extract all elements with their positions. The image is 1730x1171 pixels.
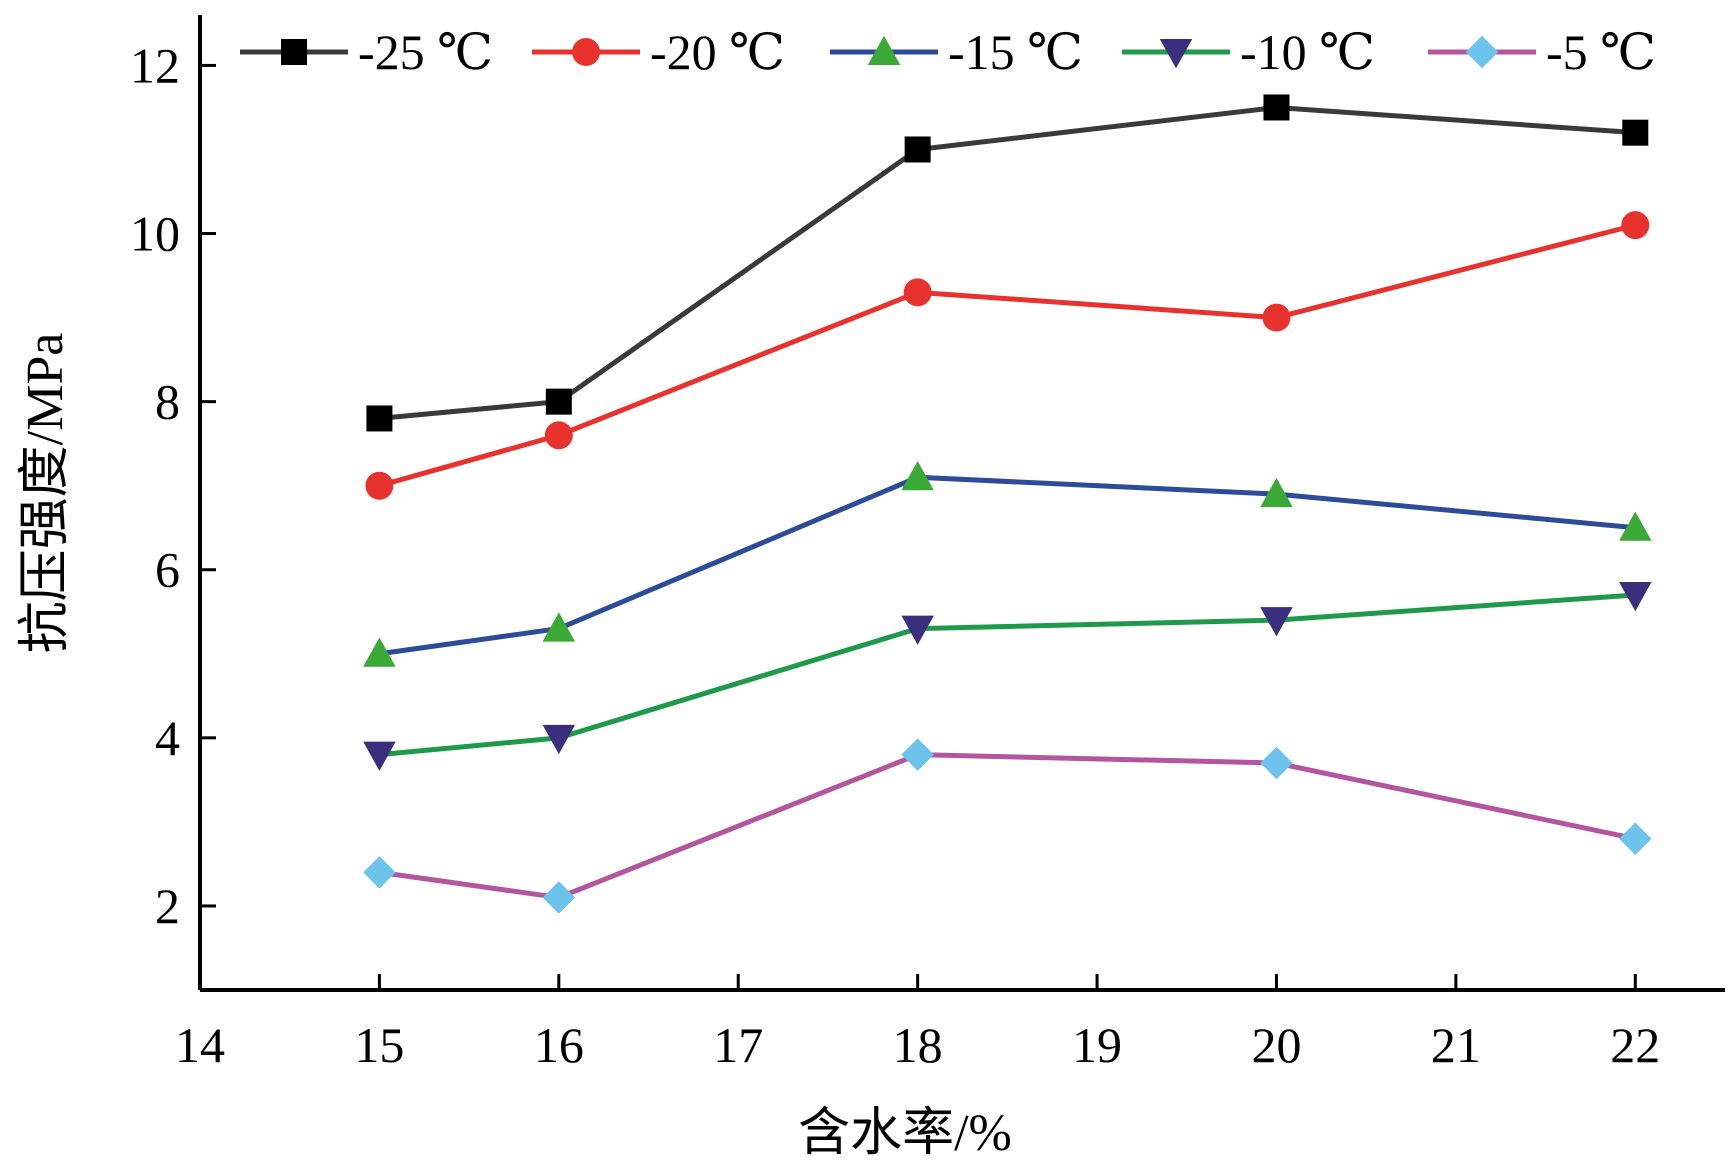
series-2 xyxy=(365,211,1650,500)
data-point xyxy=(544,421,573,450)
data-point xyxy=(901,615,934,645)
data-point xyxy=(363,856,396,889)
x-tick-label: 21 xyxy=(1431,1017,1481,1073)
data-point xyxy=(1262,303,1291,332)
legend-label: -5 ℃ xyxy=(1546,24,1656,80)
series-layer xyxy=(363,94,1652,914)
legend-label: -10 ℃ xyxy=(1240,24,1375,80)
series-1 xyxy=(366,94,1649,432)
series-line xyxy=(379,752,1636,901)
x-axis-label: 含水率/% xyxy=(798,1105,1012,1162)
data-point xyxy=(1260,477,1293,508)
x-tick-label: 15 xyxy=(354,1017,404,1073)
legend-item: -15 ℃ xyxy=(830,24,1083,80)
legend-label: -25 ℃ xyxy=(358,24,493,80)
series-line xyxy=(379,104,1636,421)
legend-marker xyxy=(572,38,600,66)
data-point xyxy=(363,741,396,771)
data-point xyxy=(903,278,932,307)
data-point xyxy=(1263,94,1290,121)
legend-item: -5 ℃ xyxy=(1428,24,1656,80)
data-point xyxy=(363,637,396,667)
x-tick-label: 17 xyxy=(713,1017,763,1073)
legend-marker xyxy=(1465,35,1499,69)
y-tick-label: 2 xyxy=(155,878,180,934)
legend-marker xyxy=(867,35,901,65)
x-tick-label: 16 xyxy=(534,1017,584,1073)
legend-label: -15 ℃ xyxy=(948,24,1083,80)
legend: -25 ℃ -20 ℃ -15 ℃ -10 ℃ -5 ℃ xyxy=(240,24,1656,80)
data-point xyxy=(542,612,576,642)
data-point xyxy=(365,471,394,500)
data-point xyxy=(1621,211,1650,240)
data-point xyxy=(1619,581,1652,612)
x-tick-label: 19 xyxy=(1072,1017,1122,1073)
x-tick-label: 14 xyxy=(175,1017,225,1073)
legend-item: -20 ℃ xyxy=(532,24,785,80)
legend-item: -10 ℃ xyxy=(1122,24,1375,80)
data-point xyxy=(901,461,934,491)
legend-marker xyxy=(281,39,307,65)
data-point xyxy=(1260,746,1293,780)
series-line xyxy=(378,222,1636,489)
data-point xyxy=(366,405,393,432)
series-5 xyxy=(363,738,1652,914)
data-point xyxy=(542,881,576,914)
data-point xyxy=(901,738,934,771)
data-point xyxy=(1260,607,1293,637)
data-point xyxy=(1622,119,1649,146)
legend-label: -20 ℃ xyxy=(650,24,785,80)
data-point xyxy=(1619,511,1652,541)
y-tick-label: 6 xyxy=(155,542,180,598)
series-3 xyxy=(363,461,1652,667)
x-tick-label: 18 xyxy=(893,1017,943,1073)
legend-item: -25 ℃ xyxy=(240,24,493,80)
y-tick-label: 4 xyxy=(155,710,180,766)
data-point xyxy=(904,136,931,163)
x-tick-label: 20 xyxy=(1251,1017,1301,1073)
series-4 xyxy=(363,581,1652,771)
legend-marker xyxy=(1159,39,1193,69)
y-tick-label: 10 xyxy=(130,206,180,262)
data-point xyxy=(1619,822,1652,855)
x-tick-label: 22 xyxy=(1610,1017,1660,1073)
y-axis-label: 抗压强度/MPa xyxy=(17,333,74,654)
data-point xyxy=(542,724,576,755)
data-point xyxy=(545,388,572,415)
y-tick-label: 12 xyxy=(130,37,180,93)
y-tick-label: 8 xyxy=(155,374,180,430)
